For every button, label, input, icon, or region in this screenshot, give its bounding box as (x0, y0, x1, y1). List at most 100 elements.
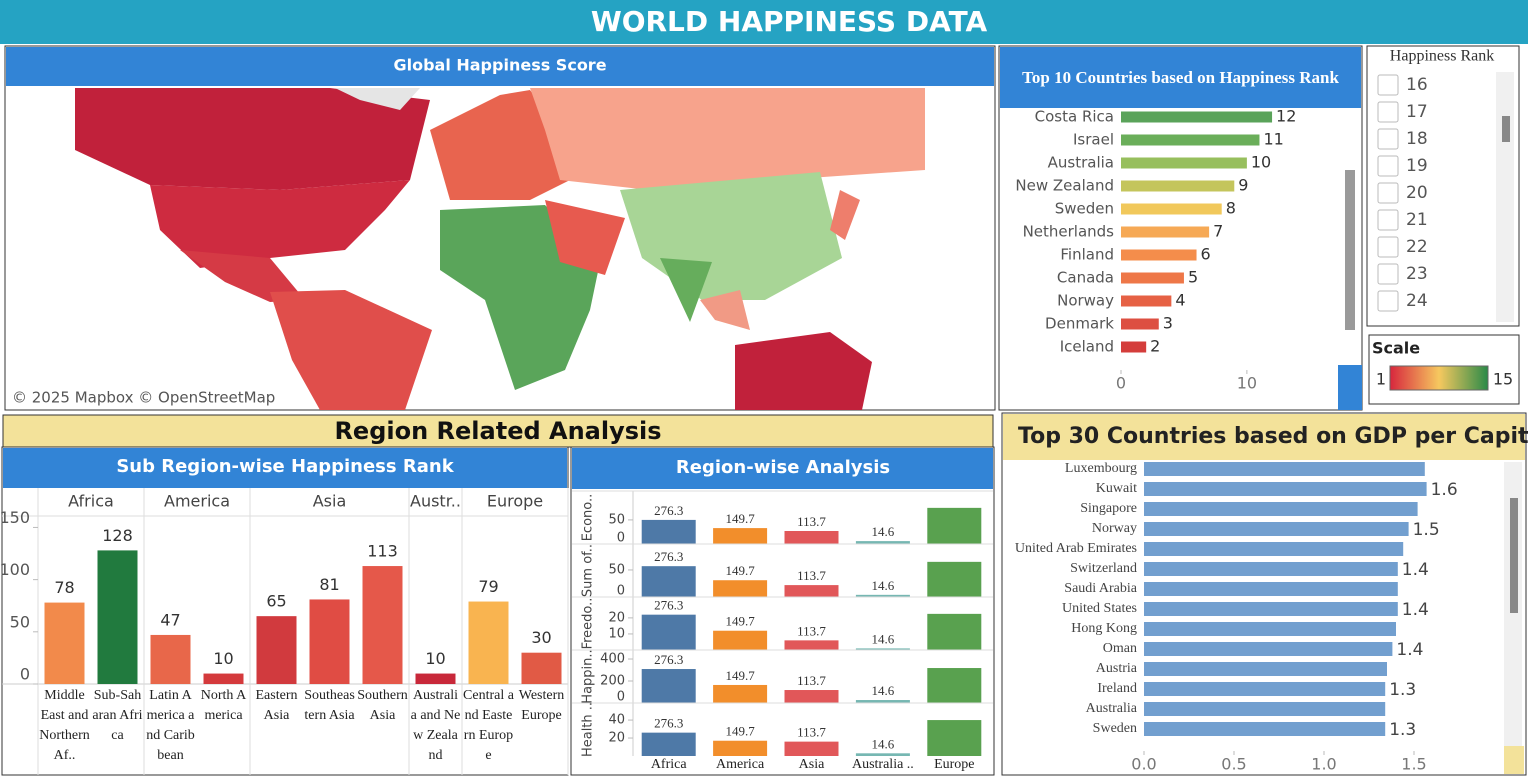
row-label: Freedo.. (581, 598, 596, 650)
data-label: 149.7 (725, 511, 755, 526)
bar (1144, 662, 1387, 676)
data-label: 9 (1238, 176, 1248, 195)
x-tick-label: Western Europe (518, 688, 565, 723)
data-label: 65 (266, 592, 286, 611)
row-label: Health .. (581, 702, 596, 757)
filter-option[interactable]: 22 (1406, 237, 1428, 257)
filter-option[interactable]: 21 (1406, 210, 1428, 230)
y-tick-label: Denmark (1045, 315, 1114, 333)
data-label: 149.7 (725, 614, 755, 629)
checkbox[interactable] (1377, 290, 1399, 312)
bar (1144, 502, 1418, 516)
scroll-thumb[interactable] (1502, 116, 1510, 142)
data-label: 113.7 (797, 514, 826, 529)
legend-max: 15 (1493, 370, 1513, 389)
data-label: 5 (1188, 268, 1198, 287)
scroll-thumb[interactable] (1510, 498, 1518, 613)
region-shape (180, 250, 305, 302)
bar (1144, 522, 1409, 536)
checkbox[interactable] (1377, 263, 1399, 285)
x-tick-label: Central and Eastern Europe (463, 688, 514, 763)
group-label: Austr.. (410, 492, 461, 511)
y-tick-label: Sweden (1093, 721, 1137, 736)
data-label: 128 (102, 526, 133, 545)
data-label: 11 (1263, 130, 1283, 149)
chart-title: Top 30 Countries based on GDP per Capita (1018, 424, 1528, 449)
bar (713, 740, 768, 756)
checkbox[interactable] (1377, 128, 1399, 150)
y-tick-label: Israel (1073, 131, 1114, 149)
bar (927, 507, 982, 544)
bar (641, 519, 696, 544)
y-tick-label: 50 (608, 562, 625, 577)
x-tick-label: Southern Asia (357, 688, 408, 723)
bar (1121, 272, 1184, 284)
data-label: 1.5 (1413, 520, 1440, 540)
bar (927, 668, 982, 703)
bar (1144, 602, 1398, 616)
data-label: 79 (478, 577, 498, 596)
bar (855, 753, 910, 756)
data-label: 276.3 (654, 503, 683, 518)
checkbox[interactable] (1377, 236, 1399, 258)
x-tick-label: Australia and New Zealand (410, 688, 461, 763)
data-label: 1.4 (1402, 560, 1429, 580)
bar (415, 673, 456, 684)
regionwise-panel (570, 446, 995, 776)
checkbox[interactable] (1377, 209, 1399, 231)
bar (855, 648, 910, 650)
y-tick-label: Ireland (1097, 681, 1137, 696)
x-tick-label: Middle East and Northern Af.. (39, 688, 90, 763)
y-tick-label: 40 (608, 713, 625, 728)
data-label: 14.6 (872, 736, 895, 751)
filter-option[interactable]: 23 (1406, 264, 1428, 284)
scroll-track (1496, 72, 1514, 322)
y-tick-label: Austria (1096, 661, 1138, 676)
row-label: Sum of.. (581, 544, 596, 597)
y-tick-label: New Zealand (1015, 177, 1114, 195)
top10-title-bar (1000, 47, 1361, 108)
x-tick-label: 10 (1237, 374, 1257, 393)
bar (1144, 542, 1404, 556)
bar (1121, 295, 1172, 307)
x-tick-label: Asia (799, 757, 825, 772)
y-tick-label: Oman (1103, 641, 1137, 656)
filter-option[interactable]: 17 (1406, 102, 1428, 122)
bar (855, 541, 910, 544)
data-label: 1.4 (1396, 640, 1423, 660)
y-tick-label: Norway (1057, 292, 1114, 310)
data-label: 113.7 (797, 623, 826, 638)
y-tick-label: 0 (617, 531, 625, 546)
x-tick-label: 1.0 (1311, 755, 1336, 774)
bar (713, 684, 768, 703)
data-label: 149.7 (725, 724, 755, 739)
filter-option[interactable]: 18 (1406, 129, 1428, 149)
x-tick-label: Europe (934, 757, 974, 772)
filter-option[interactable]: 20 (1406, 183, 1428, 203)
bar (927, 720, 982, 756)
filter-option[interactable]: 24 (1406, 291, 1428, 311)
filter-option[interactable]: 16 (1406, 75, 1428, 95)
y-tick-label: United States (1062, 601, 1137, 616)
checkbox[interactable] (1377, 182, 1399, 204)
filter-option[interactable]: 19 (1406, 156, 1428, 176)
checkbox[interactable] (1377, 101, 1399, 123)
checkbox[interactable] (1377, 155, 1399, 177)
region-shape (545, 200, 625, 275)
region-shape (270, 290, 432, 410)
data-label: 12 (1276, 107, 1296, 126)
region-shape (830, 190, 860, 240)
data-label: 10 (1251, 153, 1271, 172)
data-label: 113 (367, 542, 398, 561)
bar (44, 602, 85, 684)
row-label: Econo.. (581, 494, 596, 542)
y-tick-label: Australia (1048, 154, 1114, 172)
group-label: Europe (487, 492, 543, 511)
row-label: Happin.. (581, 649, 596, 703)
checkbox[interactable] (1377, 74, 1399, 96)
x-tick-label: Latin America and Caribbean (146, 688, 195, 763)
bar (1121, 318, 1159, 330)
scrollbar[interactable] (1345, 170, 1355, 330)
legend-min: 1 (1376, 370, 1386, 389)
